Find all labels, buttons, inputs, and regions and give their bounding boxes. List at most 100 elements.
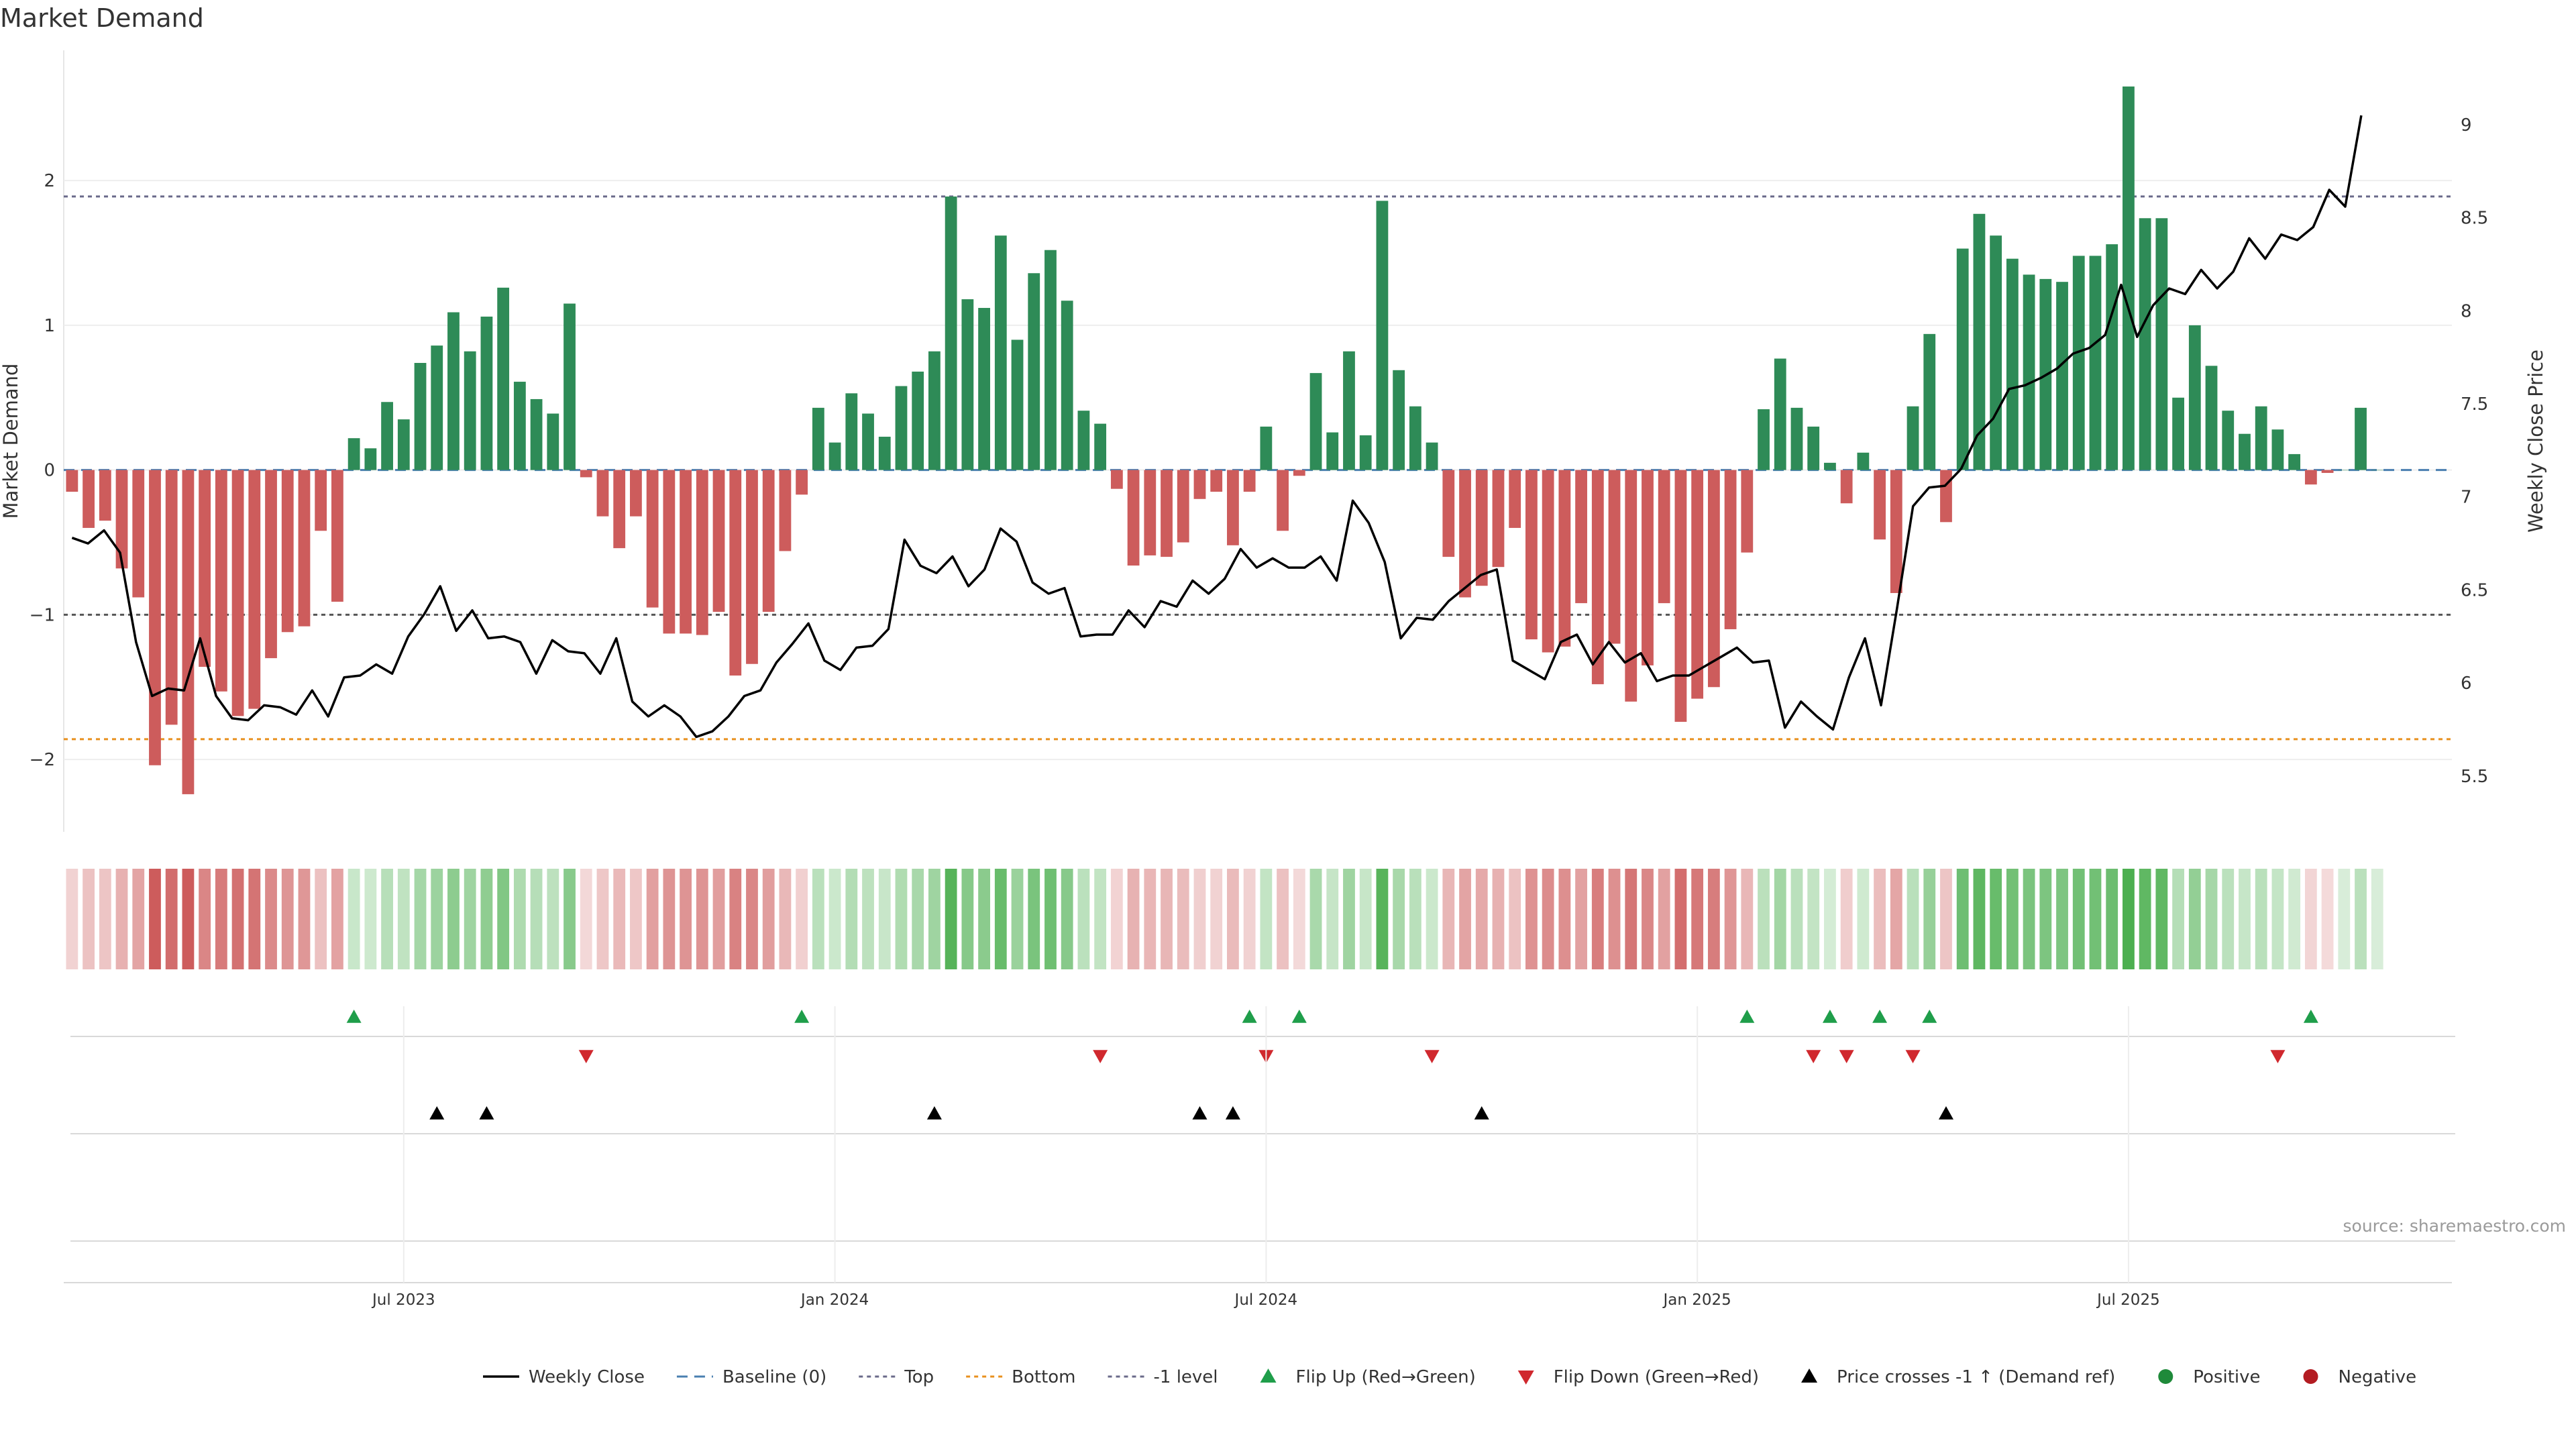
heat-cell (630, 869, 642, 969)
heat-cell (480, 869, 493, 969)
heat-cell (447, 869, 460, 969)
heat-cell (961, 869, 974, 969)
heat-cell (1393, 869, 1405, 969)
demand-bar (364, 448, 377, 470)
heat-cell (1807, 869, 1820, 969)
demand-bar (83, 470, 95, 528)
heat-cell (1475, 869, 1488, 969)
legend-negative-icon (2303, 1369, 2318, 1384)
left-y-axis: 2 1 0 −1 −2 Market Demand (0, 171, 55, 770)
demand-bar (812, 407, 824, 470)
demand-bar (1144, 470, 1157, 555)
demand-bar (2304, 470, 2317, 485)
demand-bar (1127, 470, 1140, 566)
demand-bar (1343, 351, 1355, 470)
heat-cell (2371, 869, 2383, 969)
demand-bar (381, 402, 393, 470)
heat-cell (1442, 869, 1455, 969)
demand-bar (1110, 470, 1123, 489)
flip-up-marker (1922, 1010, 1937, 1023)
demand-bar (1193, 470, 1206, 499)
demand-bar (928, 351, 941, 470)
demand-bar (1857, 452, 1870, 470)
left-y-tick-label: −2 (30, 750, 55, 770)
heat-cell (845, 869, 858, 969)
heat-cell (2304, 869, 2317, 969)
heat-cell (878, 869, 891, 969)
heat-cell (2188, 869, 2201, 969)
heat-cell (1558, 869, 1571, 969)
price-cross-marker (1225, 1106, 1240, 1120)
heat-cell (1674, 869, 1687, 969)
heat-cell (895, 869, 908, 969)
demand-bar (1840, 470, 1853, 504)
demand-bar (1393, 370, 1405, 470)
demand-bar (1293, 470, 1305, 476)
legend-label: Top (904, 1367, 934, 1387)
legend-item: Bottom (966, 1367, 1076, 1387)
heat-cell (1625, 869, 1638, 969)
heat-cell (464, 869, 476, 969)
heat-cell (199, 869, 211, 969)
heat-cell (2205, 869, 2218, 969)
heat-cell (2288, 869, 2301, 969)
heat-cell (315, 869, 327, 969)
event-marker-rows (64, 1010, 2455, 1283)
legend-label: Positive (2193, 1367, 2260, 1387)
demand-bar (265, 470, 277, 659)
demand-bar (2205, 366, 2218, 470)
heat-cell (2056, 869, 2068, 969)
demand-bar (1658, 470, 1670, 604)
flip-up-marker (2303, 1010, 2318, 1023)
heat-cell (2072, 869, 2085, 969)
right-y-tick-label: 6 (2461, 674, 2472, 694)
legend-label: Price crosses -1 ↑ (Demand ref) (1837, 1367, 2115, 1387)
demand-bar (1011, 339, 1024, 470)
heat-cell (1426, 869, 1438, 969)
demand-bar (1890, 470, 1902, 594)
heat-cell (281, 869, 294, 969)
heat-cell (663, 869, 676, 969)
heat-cell (331, 869, 343, 969)
demand-bar (2321, 470, 2334, 473)
demand-bar (2006, 258, 2019, 470)
demand-bar (1243, 470, 1256, 492)
demand-bar (1774, 358, 1786, 470)
heat-cell (762, 869, 775, 969)
demand-bar (1177, 470, 1189, 543)
x-tick-label: Jan 2024 (800, 1291, 869, 1309)
heat-cell (1956, 869, 1969, 969)
legend-item: -1 level (1108, 1367, 1218, 1387)
demand-bar (1724, 470, 1737, 629)
heat-cell (497, 869, 510, 969)
heat-cell (1940, 869, 1952, 969)
heat-cell (828, 869, 841, 969)
heat-cell (265, 869, 277, 969)
left-y-tick-label: 2 (44, 171, 55, 191)
heat-cell (564, 869, 576, 969)
weekly-close-series (71, 115, 2363, 739)
heat-cell (1591, 869, 1604, 969)
heat-cell (66, 869, 78, 969)
demand-bar (315, 470, 327, 531)
demand-bar (779, 470, 792, 551)
demand-bar (1542, 470, 1554, 653)
demand-bar (248, 470, 261, 709)
heat-cell (1907, 869, 1919, 969)
heat-cell (1061, 869, 1073, 969)
demand-bar (663, 470, 676, 634)
right-y-tick-label: 6.5 (2461, 580, 2488, 600)
demand-bar (464, 351, 476, 470)
demand-bar (1591, 470, 1604, 684)
demand-bar (414, 363, 427, 470)
heat-cell (1343, 869, 1355, 969)
legend-label: -1 level (1154, 1367, 1218, 1387)
legend-flip-up-icon (1260, 1368, 1277, 1383)
heat-cell (2338, 869, 2351, 969)
flip-down-marker (2270, 1050, 2286, 1063)
demand-bar (1475, 470, 1488, 586)
heat-cell (248, 869, 261, 969)
demand-bar (762, 470, 775, 612)
demand-bar (1426, 442, 1438, 470)
demand-bar (1558, 470, 1571, 647)
